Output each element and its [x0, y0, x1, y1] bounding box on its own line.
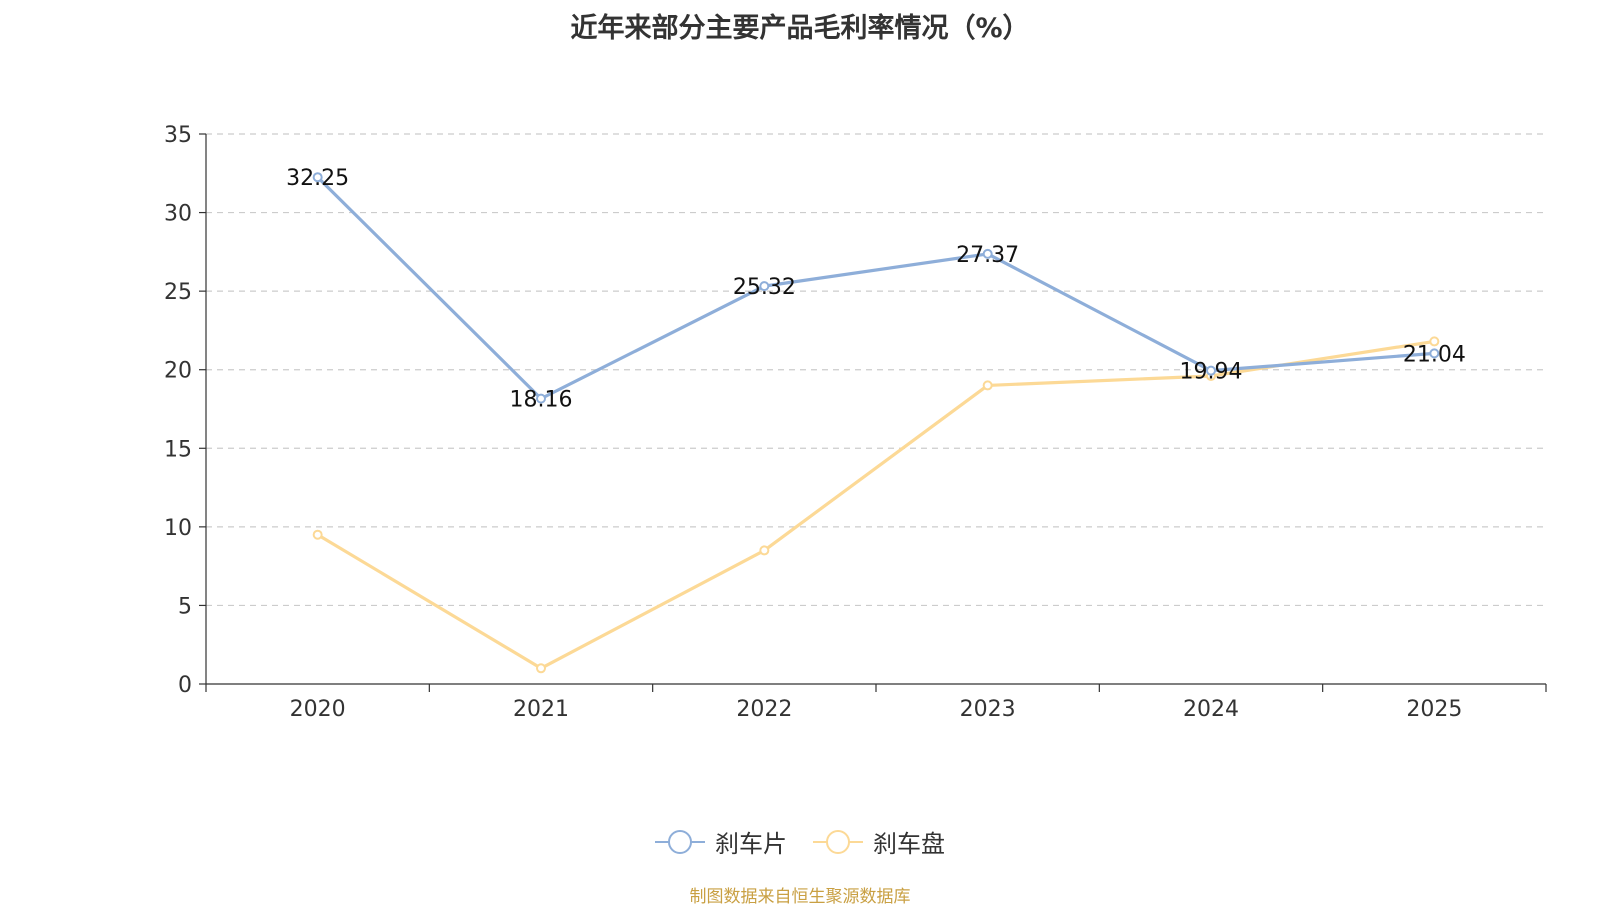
data-point-1 [312, 529, 323, 540]
y-tick-label: 10 [164, 516, 192, 541]
data-label-0: 19.94 [1180, 360, 1243, 385]
x-tick-label: 2025 [1406, 697, 1462, 722]
y-tick-label: 30 [164, 202, 192, 227]
legend-marker-brake-pad-icon [655, 829, 705, 854]
data-point-0 [982, 248, 993, 259]
legend: 刹车片 刹车盘 [0, 824, 1600, 859]
x-tick-label: 2023 [960, 697, 1016, 722]
legend-label-brake-disc: 刹车盘 [873, 830, 945, 858]
data-label-0: 27.37 [956, 243, 1019, 268]
data-point-0 [759, 281, 770, 292]
x-tick-label: 2022 [736, 697, 792, 722]
data-point-0 [1429, 348, 1440, 359]
y-tick-label: 35 [164, 123, 192, 148]
data-point-1 [536, 663, 546, 674]
x-tick-label: 2021 [513, 697, 569, 722]
y-tick-label: 25 [164, 280, 192, 305]
data-point-1 [1429, 336, 1440, 347]
data-point-0 [1206, 365, 1216, 376]
data-point-1 [759, 545, 770, 556]
data-point-0 [536, 393, 546, 404]
legend-item-brake-disc[interactable]: 刹车盘 [813, 824, 945, 859]
x-tick-label: 2024 [1183, 697, 1239, 722]
legend-item-brake-pad[interactable]: 刹车片 [655, 824, 787, 859]
y-tick-label: 15 [164, 437, 192, 462]
data-label-0: 21.04 [1403, 342, 1466, 367]
data-point-0 [312, 172, 323, 183]
series-line-1 [316, 339, 1435, 670]
data-label-0: 32.25 [286, 166, 349, 191]
data-point-1 [982, 380, 993, 391]
data-label-0: 25.32 [733, 275, 796, 300]
legend-label-brake-pad: 刹车片 [715, 830, 787, 858]
x-tick-label: 2020 [290, 697, 346, 722]
series-line-0 [316, 176, 1435, 401]
y-tick-label: 20 [164, 359, 192, 384]
legend-marker-brake-disc-icon [813, 829, 863, 854]
source-note: 制图数据来自恒生聚源数据库 [689, 887, 911, 907]
chart-title: 近年来部分主要产品毛利率情况（%） [570, 13, 1030, 44]
y-tick-label: 0 [178, 673, 192, 698]
data-label-0: 18.16 [510, 388, 573, 413]
y-tick-label: 5 [178, 594, 192, 619]
